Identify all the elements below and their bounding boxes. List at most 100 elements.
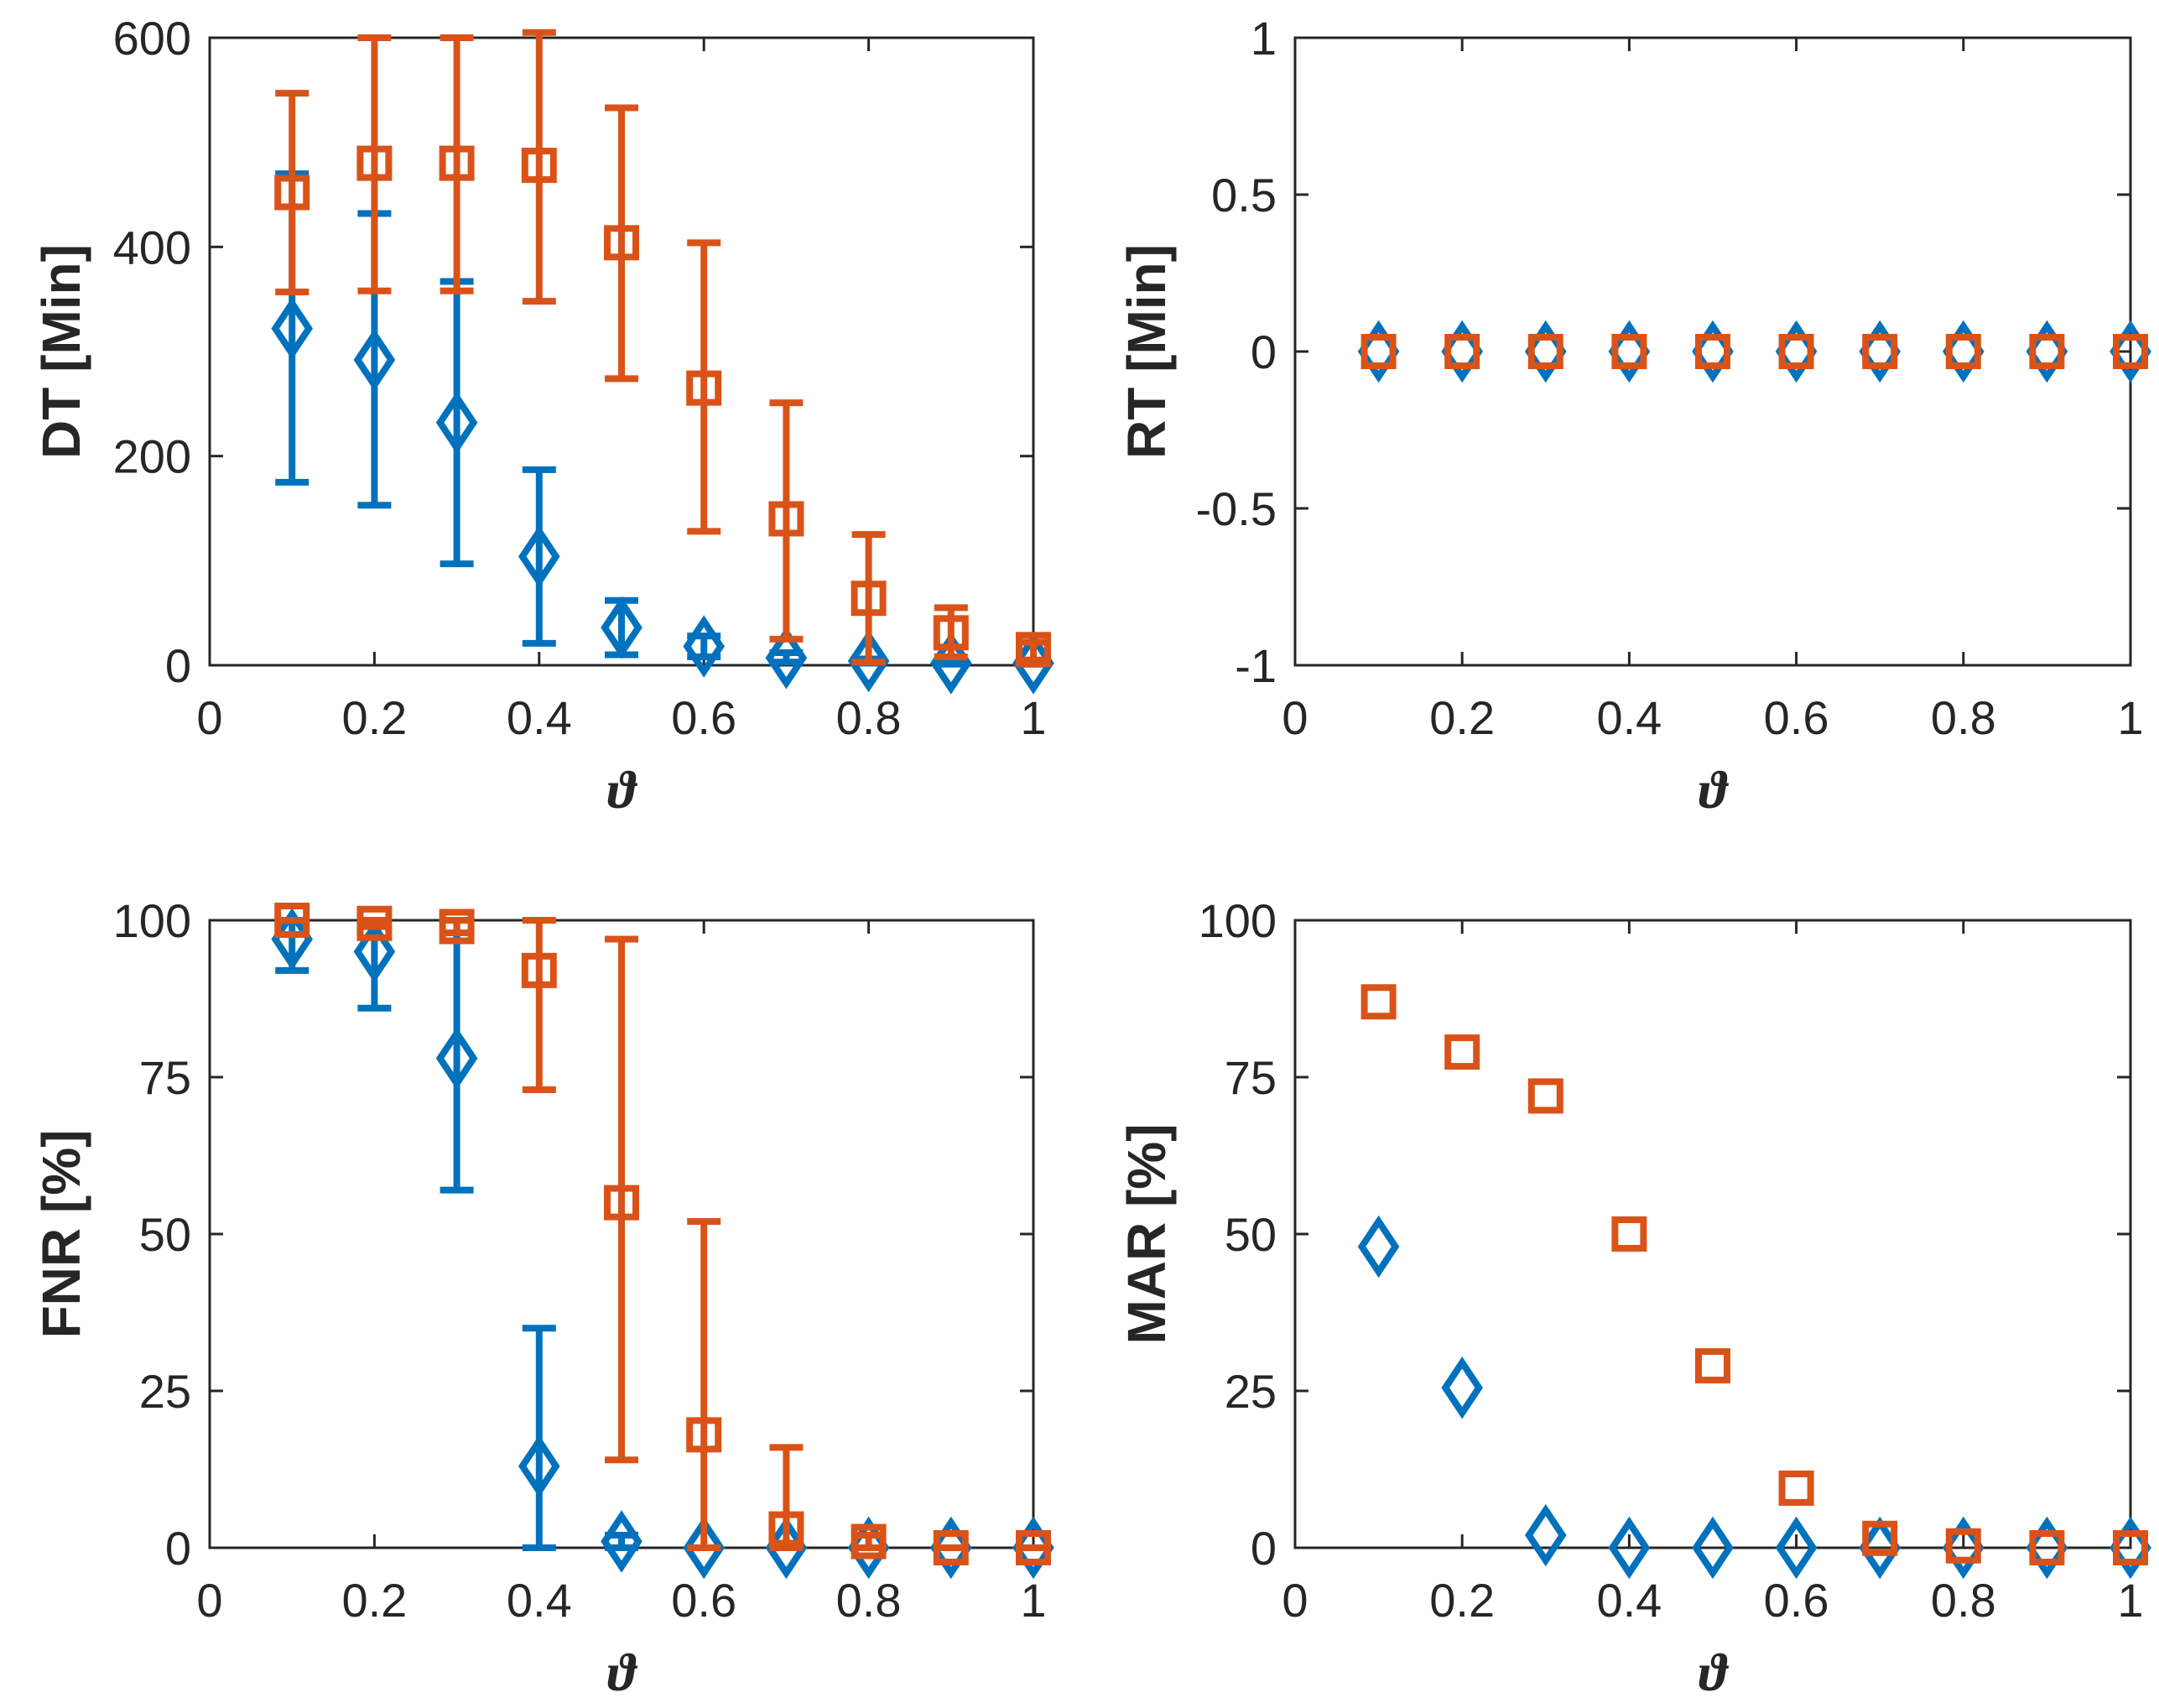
fnr-square-point: [686, 1417, 722, 1453]
fnr-xtick-label: 1: [1020, 1574, 1046, 1627]
fnr-diamond-point: [683, 1516, 726, 1580]
rt-square-point: [2113, 334, 2148, 369]
fnr-ytick-label: 0: [165, 1522, 191, 1575]
dt-axes-box: [208, 36, 1035, 667]
fnr-ytick-label: 25: [139, 1365, 191, 1418]
dt-xtick-label: 0.6: [671, 691, 736, 744]
fnr-ytick-label: 50: [139, 1208, 191, 1261]
fnr-square-point: [356, 905, 393, 941]
mar-square-point: [1444, 1034, 1480, 1070]
dt-diamond-point: [847, 629, 890, 693]
rt-square-point: [1862, 334, 1898, 369]
rt-square-point: [1527, 334, 1563, 369]
rt-square-point: [1444, 334, 1480, 369]
dt-xlabel: ϑ: [607, 760, 638, 820]
dt-ylabel: DT [Min]: [31, 244, 91, 459]
dt-diamond-point: [601, 596, 642, 659]
mar-xtick-label: 1: [2117, 1574, 2143, 1627]
mar-diamond-point: [1441, 1357, 1484, 1419]
fnr-square-point: [274, 903, 310, 938]
mar-xtick-label: 0: [1282, 1574, 1308, 1627]
fnr-xtick-label: 0.2: [341, 1574, 407, 1627]
dt-square-point: [768, 501, 804, 537]
dt-xtick-label: 0.8: [836, 691, 902, 744]
rt-axes-box: [1293, 36, 2132, 667]
fnr-xlabel: ϑ: [607, 1643, 638, 1702]
fnr-square-point: [933, 1530, 969, 1565]
rt-xtick-label: 1: [2117, 691, 2143, 744]
mar-ytick-label: 50: [1225, 1208, 1277, 1261]
fnr-diamond-point: [353, 920, 396, 983]
dt-xtick-label: 0: [196, 691, 222, 744]
mar-square-point: [2029, 1530, 2065, 1565]
mar-xtick-label: 0.2: [1429, 1574, 1495, 1627]
fnr-diamond-point: [435, 1027, 478, 1090]
mar-square-point: [1360, 984, 1397, 1020]
fnr-diamond-point: [601, 1510, 642, 1573]
rt-xtick-label: 0.6: [1764, 691, 1829, 744]
dt-ytick-label: 200: [113, 430, 191, 483]
rt-xtick-label: 0: [1282, 691, 1308, 744]
dt-diamond-point: [435, 391, 478, 454]
mar-square-point: [2113, 1530, 2148, 1565]
fnr-diamond-point: [518, 1435, 560, 1497]
mar-ytick-label: 25: [1225, 1365, 1277, 1418]
rt-square-point: [2029, 334, 2065, 369]
fnr-xtick-label: 0.8: [836, 1574, 902, 1627]
dt-diamond-point: [765, 627, 808, 690]
rt-ytick-label: 0: [1251, 325, 1277, 378]
mar-ytick-label: 100: [1199, 894, 1277, 947]
dt-diamond-point: [271, 297, 314, 360]
dt-square-point: [604, 225, 639, 261]
dt-ytick-label: 400: [113, 221, 191, 273]
dt-diamond-point: [353, 328, 396, 392]
fnr-xtick-label: 0.6: [671, 1574, 736, 1627]
rt-panel: 0 0.2 0.4 0.6 0.8 1 -1 -0.5 0 0.5 1 RT [Min] ϑ: [1116, 12, 2151, 820]
rt-square-point: [1360, 334, 1397, 369]
fnr-square-point: [604, 1185, 639, 1221]
dt-xtick-label: 0.2: [341, 691, 407, 744]
rt-square-point: [1611, 334, 1647, 369]
rt-square-point: [1695, 334, 1730, 369]
dt-xtick-label: 1: [1020, 691, 1046, 744]
mar-ytick-label: 75: [1225, 1051, 1277, 1104]
fnr-square-point: [439, 909, 475, 945]
dt-square-point: [439, 145, 475, 181]
dt-diamond-point: [518, 525, 560, 588]
dt-square-point: [274, 174, 310, 211]
dt-square-point: [521, 148, 557, 184]
rt-square-point: [1945, 334, 1981, 369]
dt-ytick-label: 600: [113, 12, 191, 65]
mar-axes-box: [1293, 919, 2132, 1549]
dt-square-point: [1016, 632, 1051, 668]
mar-xlabel: ϑ: [1699, 1643, 1730, 1702]
dt-diamond-point: [683, 615, 726, 678]
fnr-ytick-label: 100: [113, 894, 191, 947]
rt-ytick-label: -1: [1235, 639, 1277, 692]
dt-panel: 0 0.2 0.4 0.6 0.8 1 0 200 400 600 DT [Min] ϑ: [31, 12, 1054, 820]
mar-xtick-label: 0.6: [1764, 1574, 1829, 1627]
fnr-ylabel: FNR [%]: [31, 1130, 91, 1339]
mar-diamond-point: [1524, 1503, 1567, 1567]
mar-square-point: [1527, 1078, 1563, 1114]
mar-xtick-label: 0.4: [1596, 1574, 1662, 1627]
mar-square-point: [1695, 1348, 1730, 1384]
mar-diamond-point: [1357, 1215, 1400, 1278]
mar-diamond-point: [1692, 1516, 1734, 1580]
fnr-ytick-label: 75: [139, 1051, 191, 1104]
rt-xtick-label: 0.8: [1931, 691, 1996, 744]
mar-square-point: [1862, 1520, 1898, 1556]
mar-square-point: [1945, 1528, 1981, 1564]
dt-square-point: [933, 615, 969, 651]
rt-xlabel: ϑ: [1699, 760, 1730, 820]
rt-ylabel: RT [Min]: [1116, 244, 1177, 459]
dt-ytick-label: 0: [165, 639, 191, 692]
mar-diamond-point: [1608, 1516, 1651, 1580]
rt-xtick-label: 0.2: [1429, 691, 1495, 744]
fnr-xtick-label: 0: [196, 1574, 222, 1627]
fnr-panel: 0 0.2 0.4 0.6 0.8 1 0 25 50 75 100 FNR [%] ϑ: [31, 894, 1054, 1702]
fnr-square-point: [851, 1523, 887, 1560]
mar-square-point: [1778, 1470, 1814, 1506]
rt-square-point: [1778, 334, 1814, 369]
fnr-square-point: [1016, 1530, 1051, 1565]
